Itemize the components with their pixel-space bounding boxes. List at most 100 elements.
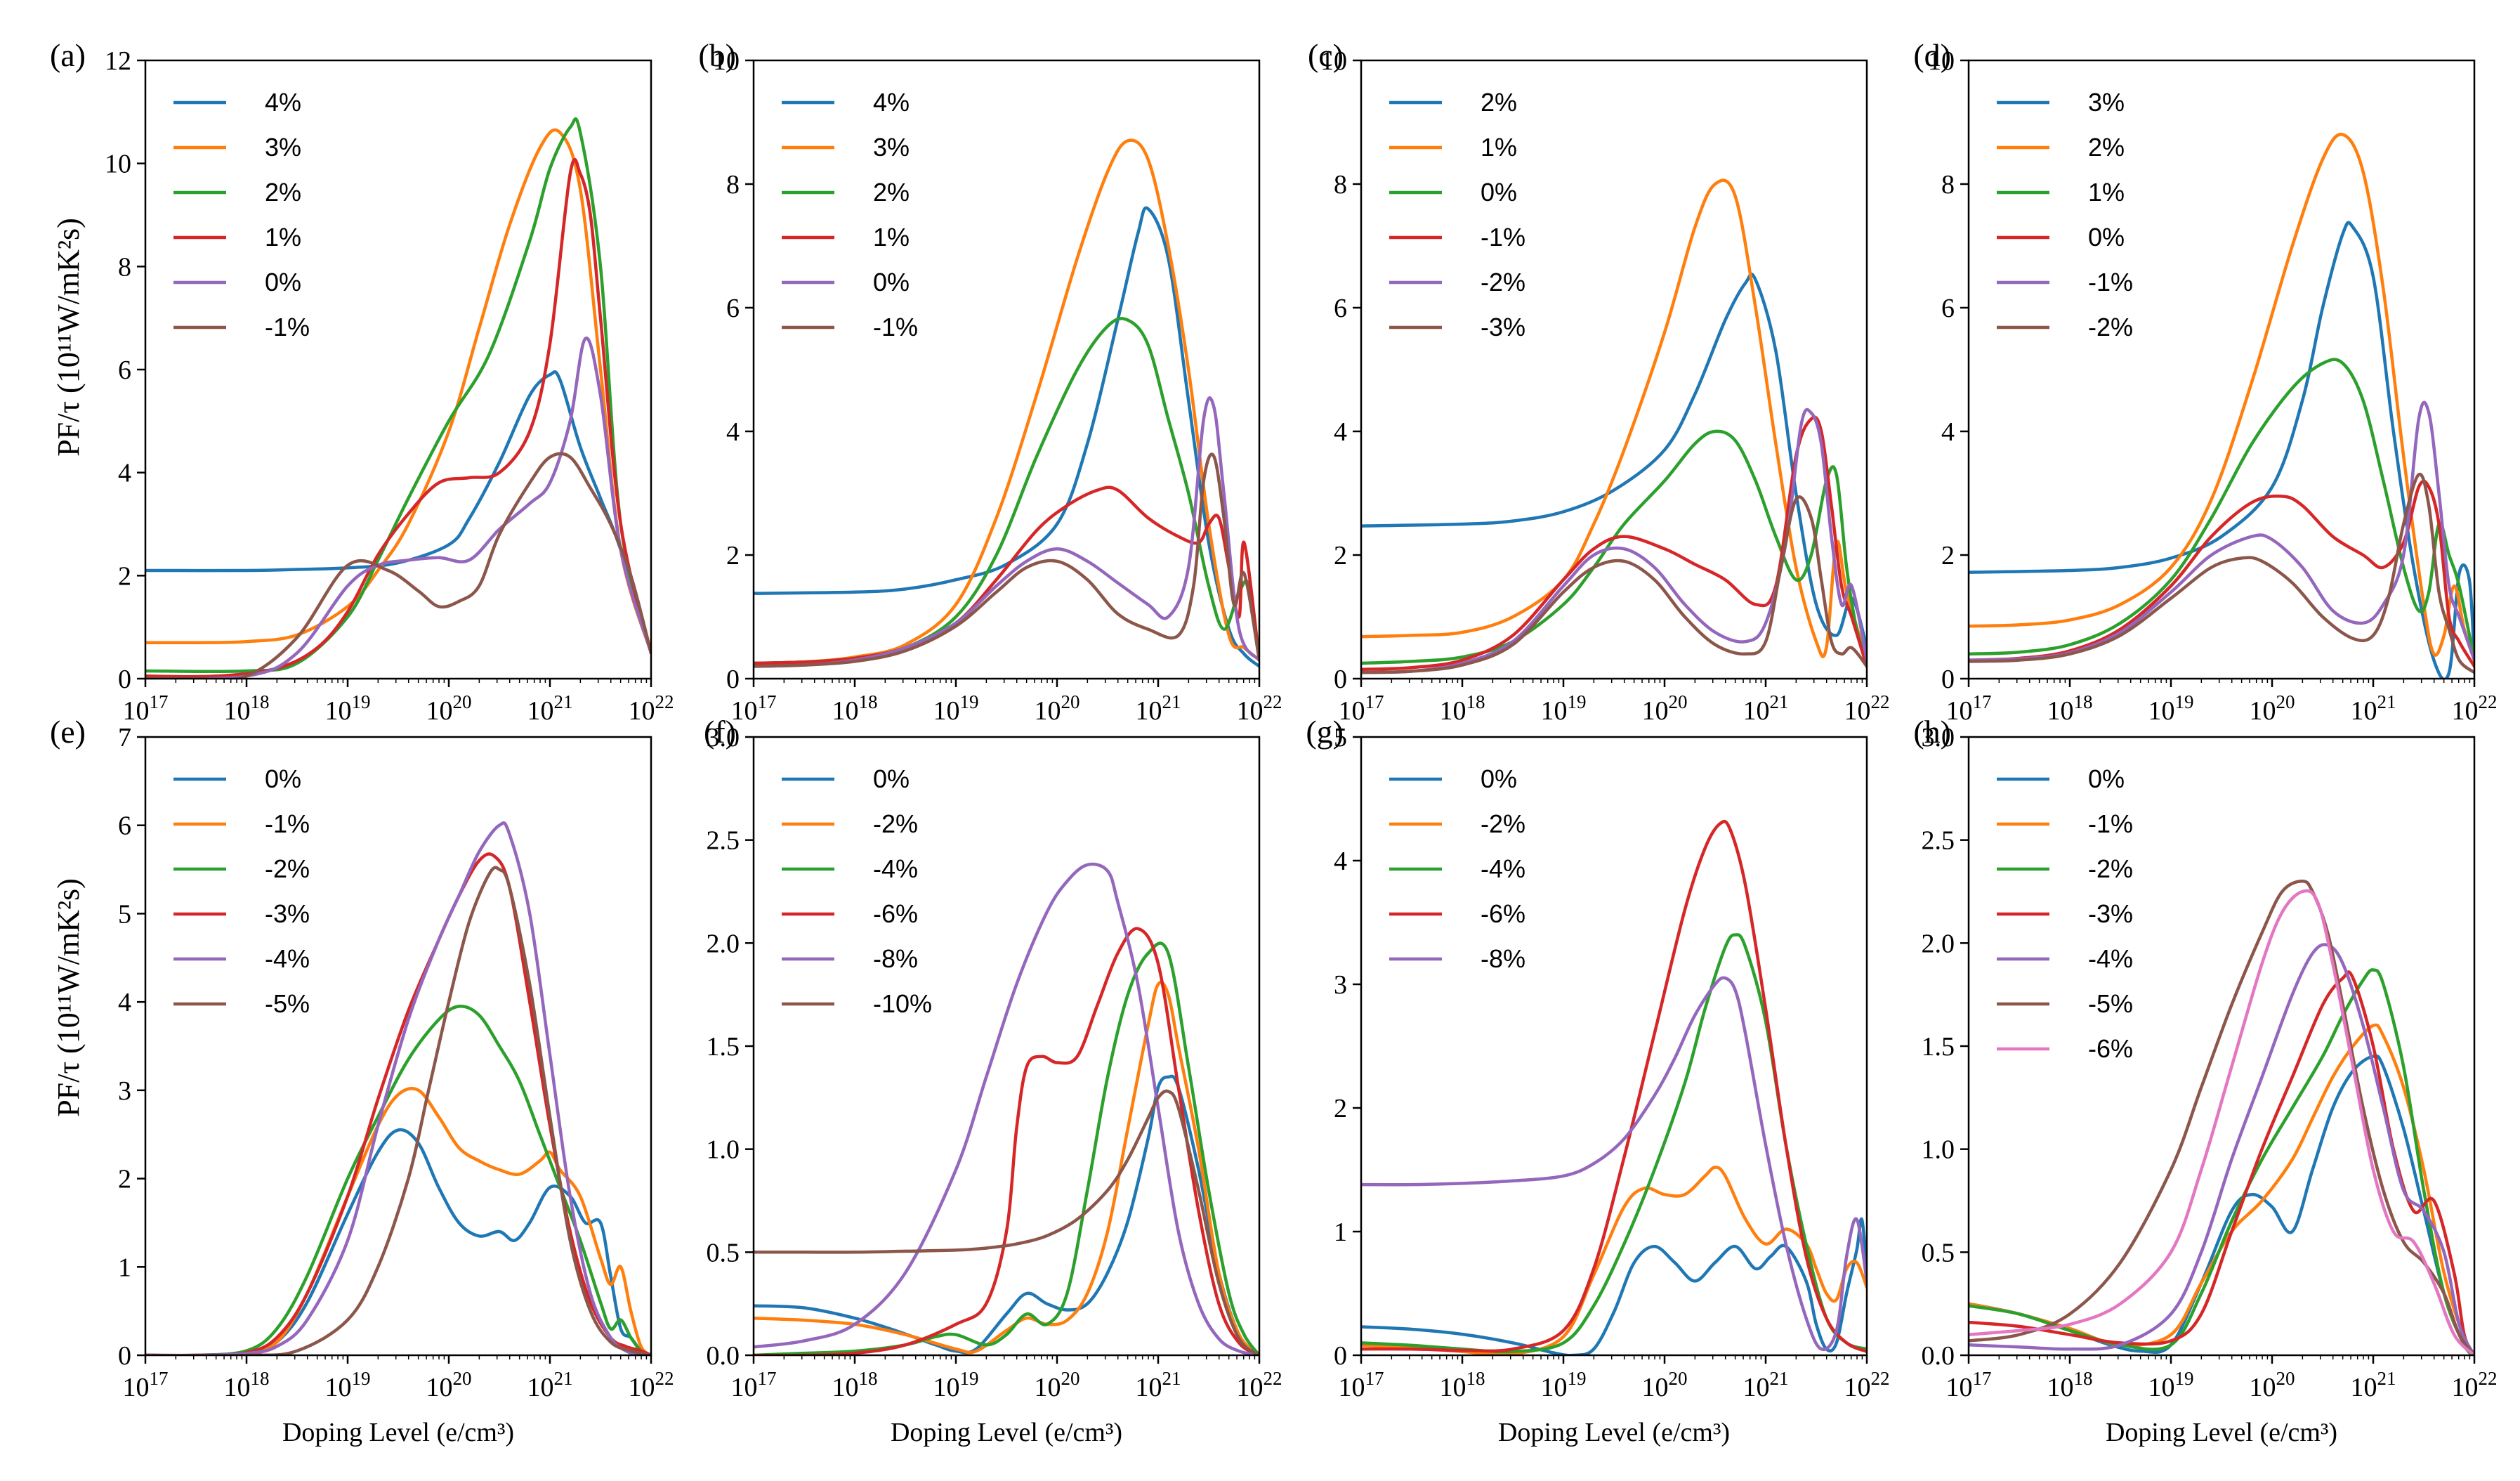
legend-label: 4% [873, 88, 910, 117]
x-tick-label: 1022 [1844, 691, 1890, 726]
series-line-0% [1361, 1218, 1867, 1355]
panel-g: 1017 1018 1019 1020 1021 1022 0 1 2 3 4 5(g) Doping … [1306, 714, 1889, 1447]
legend-label: 1% [873, 223, 910, 252]
legend-label: 0% [873, 764, 910, 793]
x-tick-label: 1019 [933, 1368, 979, 1402]
x-tick-label: 1021 [2351, 691, 2396, 726]
y-tick-label: 12 [105, 46, 131, 76]
y-tick-label: 8 [118, 252, 131, 282]
x-axis-label: Doping Level (e/cm³) [891, 1418, 1122, 1447]
y-axis-label-bottom: PF/τ (10¹¹W/mK²s) [51, 878, 86, 1117]
x-tick-label: 1020 [426, 1368, 472, 1402]
legend-label: -1% [2088, 809, 2133, 838]
series-group [1969, 880, 2474, 1355]
y-tick-label: 2 [1334, 541, 1347, 570]
y-tick-label: 0.0 [707, 1341, 740, 1371]
x-tick-label: 1019 [2148, 691, 2194, 726]
x-tick-label: 1020 [2250, 691, 2295, 726]
y-axis-label-top: PF/τ (10¹¹W/mK²s) [51, 218, 86, 457]
y-tick-label: 10 [713, 46, 740, 76]
y-tick-label: 1.0 [1922, 1135, 1955, 1165]
legend-label: 2% [2088, 133, 2125, 162]
panel-a: 1017 1018 1019 1020 1021 1022 0 2 4 6 8 10 12 (a) 4% 3%… [50, 37, 674, 726]
series-group [754, 862, 1259, 1355]
legend-label: -4% [265, 944, 310, 973]
y-tick-label: 7 [118, 723, 131, 752]
legend-label: -2% [1481, 809, 1525, 838]
legend-label: -2% [873, 809, 918, 838]
series-line--2% [1361, 407, 1867, 674]
y-tick-label: 2 [1334, 1094, 1347, 1123]
x-tick-label: 1022 [2452, 691, 2498, 726]
panel-label: (b) [698, 37, 736, 73]
x-tick-label: 1021 [527, 691, 573, 726]
y-tick-label: 2 [1941, 541, 1955, 570]
legend: 2% 1% 0% -1% -2% -3% [1389, 88, 1525, 341]
series-group [145, 821, 651, 1355]
y-tick-label: 1.5 [707, 1032, 740, 1062]
series-line--6% [1361, 819, 1867, 1353]
axes-frame [752, 736, 1261, 1357]
y-tick-label: 0 [1941, 665, 1955, 694]
axes-frame [1360, 59, 1868, 680]
legend-label: -1% [1481, 223, 1525, 252]
y-tick-label: 6 [1941, 294, 1955, 323]
y-tick-label: 0 [1334, 665, 1347, 694]
y-tick-label: 5 [1334, 723, 1347, 752]
series-line-0% [145, 1128, 651, 1355]
y-tick-label: 2.5 [1922, 826, 1955, 856]
panel-label: (a) [50, 37, 86, 73]
series-line--8% [754, 862, 1259, 1355]
series-line-4% [754, 206, 1259, 668]
y-tick-label: 0.5 [1922, 1238, 1955, 1267]
y-tick-label: 10 [1320, 46, 1347, 76]
x-tick-label: 1019 [933, 691, 979, 726]
series-group [1361, 819, 1867, 1355]
y-tick-label: 3 [118, 1076, 131, 1106]
series-line--4% [1361, 933, 1867, 1354]
legend-label: -8% [1481, 944, 1525, 973]
x-tick-label: 1019 [2148, 1368, 2194, 1402]
y-tick-label: 2.0 [1922, 929, 1955, 958]
legend-label: 0% [1481, 178, 1517, 207]
legend-label: -4% [1481, 854, 1525, 883]
series-line--2% [1969, 968, 2474, 1355]
series-line--6% [754, 927, 1259, 1355]
legend-label: -6% [2088, 1034, 2133, 1063]
series-line--8% [1361, 976, 1867, 1352]
x-tick-label: 1018 [1440, 691, 1485, 726]
legend-label: 0% [873, 268, 910, 296]
series-line--1% [145, 452, 651, 679]
series-line--2% [1969, 472, 2474, 674]
x-tick-label: 1019 [325, 1368, 371, 1402]
legend-label: -1% [265, 809, 310, 838]
y-tick-label: 8 [726, 170, 740, 200]
legend: 3% 2% 1% 0% -1% -2% [1997, 88, 2133, 341]
legend: 0% -2% -4% -6% -8% -10% [782, 764, 932, 1018]
y-tick-label: 2 [118, 1165, 131, 1194]
x-tick-label: 1020 [426, 691, 472, 726]
x-axis-label: Doping Level (e/cm³) [1498, 1418, 1730, 1447]
legend-label: 0% [2088, 764, 2125, 793]
legend-label: 2% [1481, 88, 1517, 117]
panel-label: (f) [704, 714, 736, 750]
x-tick-label: 1021 [1743, 1368, 1789, 1402]
x-tick-label: 1018 [1440, 1368, 1485, 1402]
x-tick-label: 1019 [1541, 691, 1587, 726]
legend: 0% -1% -2% -3% -4% -5% -6% [1997, 764, 2133, 1063]
y-tick-label: 3 [1334, 970, 1347, 1000]
legend-label: 1% [2088, 178, 2125, 207]
x-tick-label: 1017 [731, 1368, 777, 1402]
series-line--3% [1969, 970, 2474, 1355]
y-tick-label: 0.5 [707, 1238, 740, 1267]
x-tick-label: 1020 [1642, 691, 1688, 726]
x-axis-label: Doping Level (e/cm³) [282, 1418, 514, 1447]
y-tick-label: 4 [1334, 847, 1347, 876]
y-tick-label: 8 [1334, 170, 1347, 200]
legend: 4% 3% 2% 1% 0% -1% [782, 88, 918, 341]
y-tick-label: 6 [118, 811, 131, 841]
legend-label: -6% [1481, 899, 1525, 928]
y-tick-label: 0 [118, 1341, 131, 1371]
legend-label: 2% [873, 178, 910, 207]
